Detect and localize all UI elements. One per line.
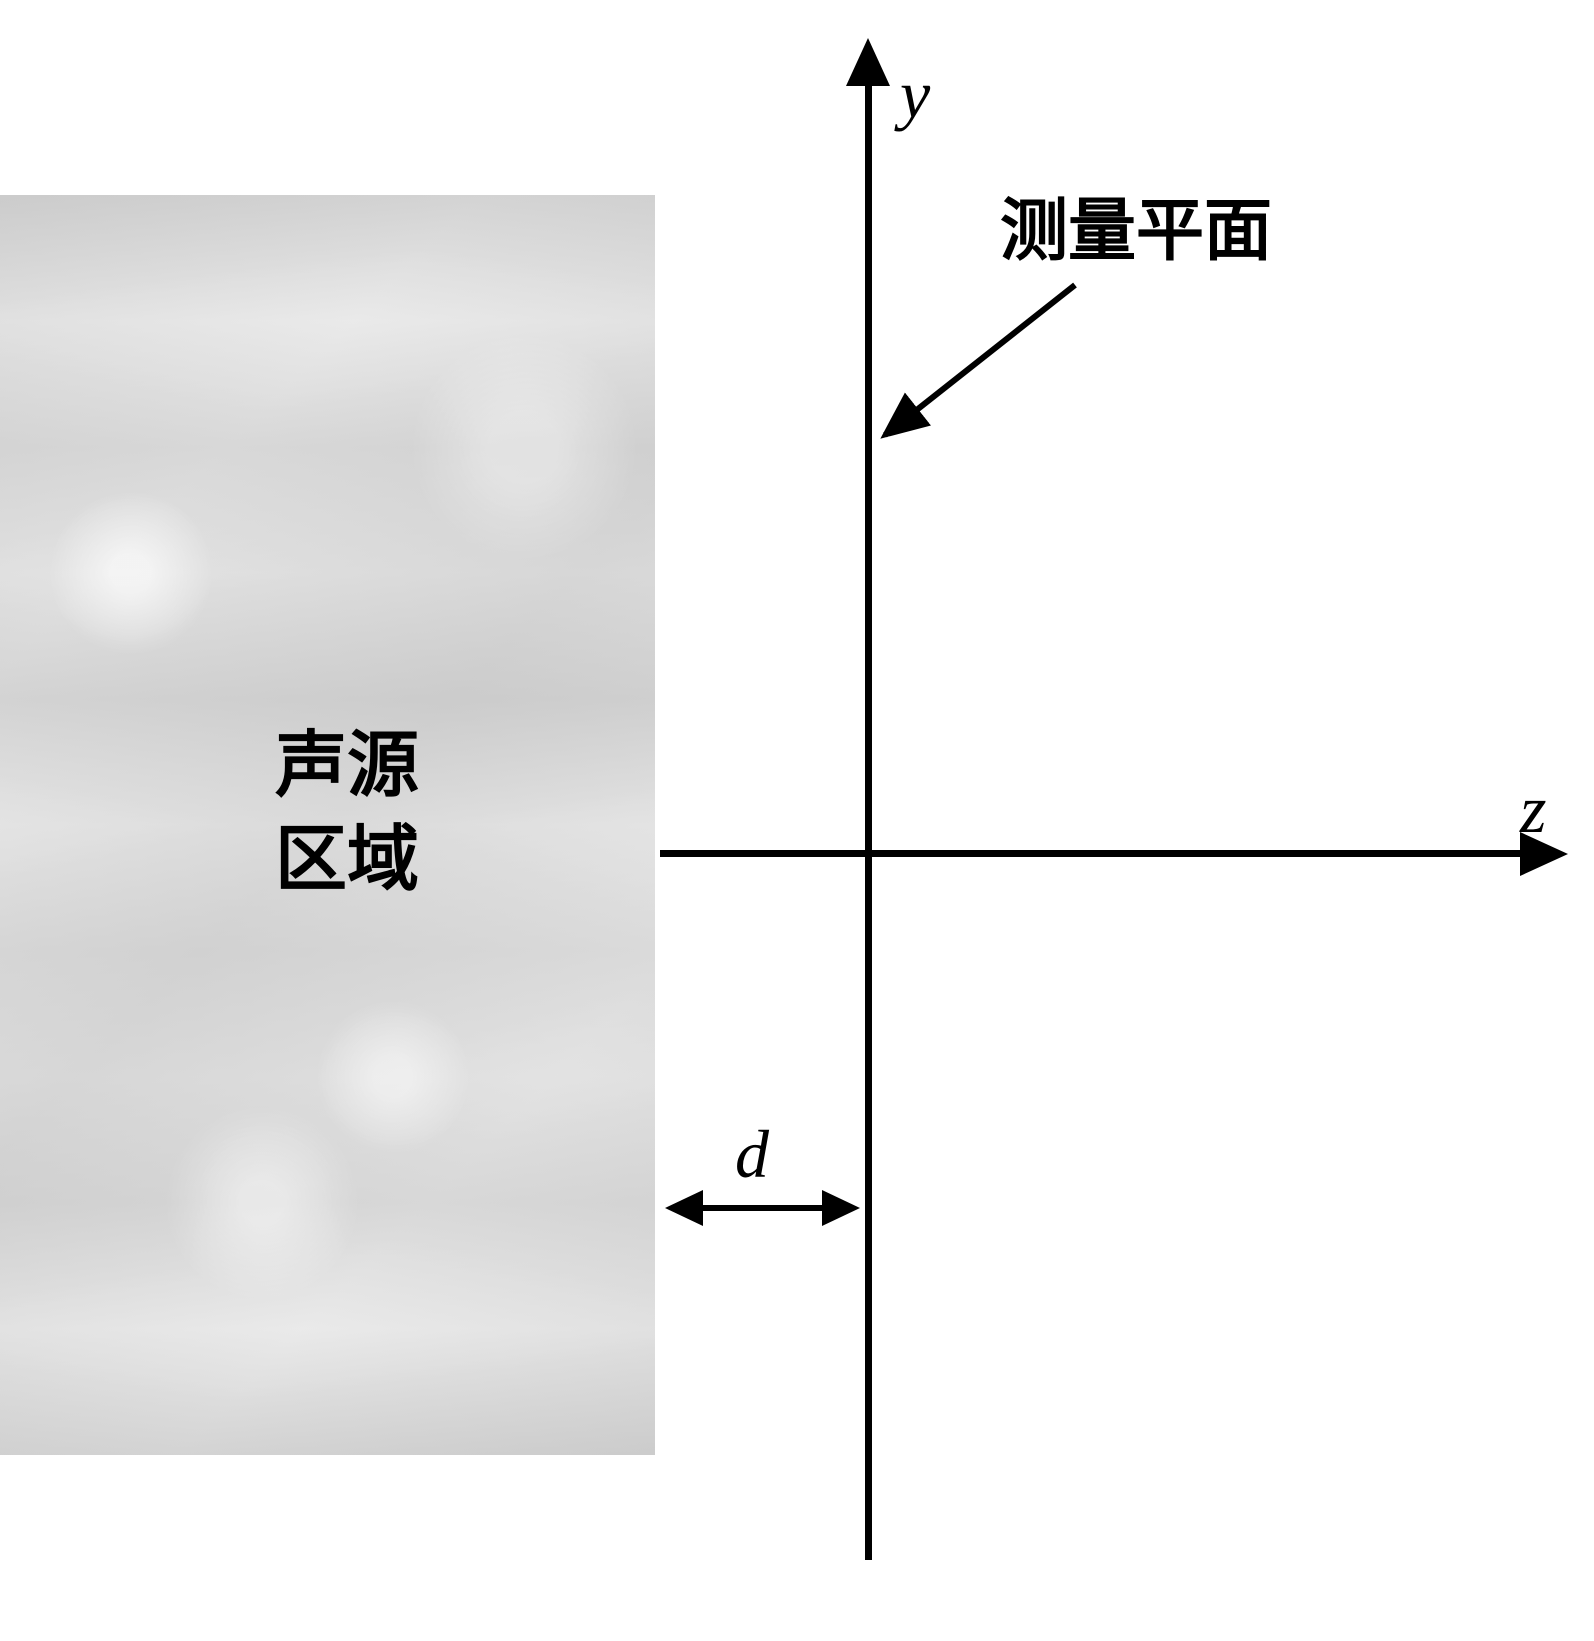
- dimension-d-arrow-right: [822, 1190, 860, 1226]
- z-axis-line: [660, 850, 1525, 857]
- source-label-line1: 声源: [275, 720, 419, 814]
- dimension-d-label: d: [735, 1115, 769, 1194]
- dimension-d-arrow-left: [665, 1190, 703, 1226]
- y-axis-arrowhead: [846, 38, 890, 86]
- z-axis-label: z: [1520, 770, 1546, 849]
- source-label-line2: 区域: [275, 814, 419, 908]
- source-region-label: 声源 区域: [275, 720, 419, 907]
- y-axis-line: [865, 75, 872, 1560]
- dimension-d-line: [700, 1205, 825, 1211]
- measurement-plane-label: 测量平面: [1000, 175, 1272, 274]
- y-axis-label: y: [900, 55, 930, 134]
